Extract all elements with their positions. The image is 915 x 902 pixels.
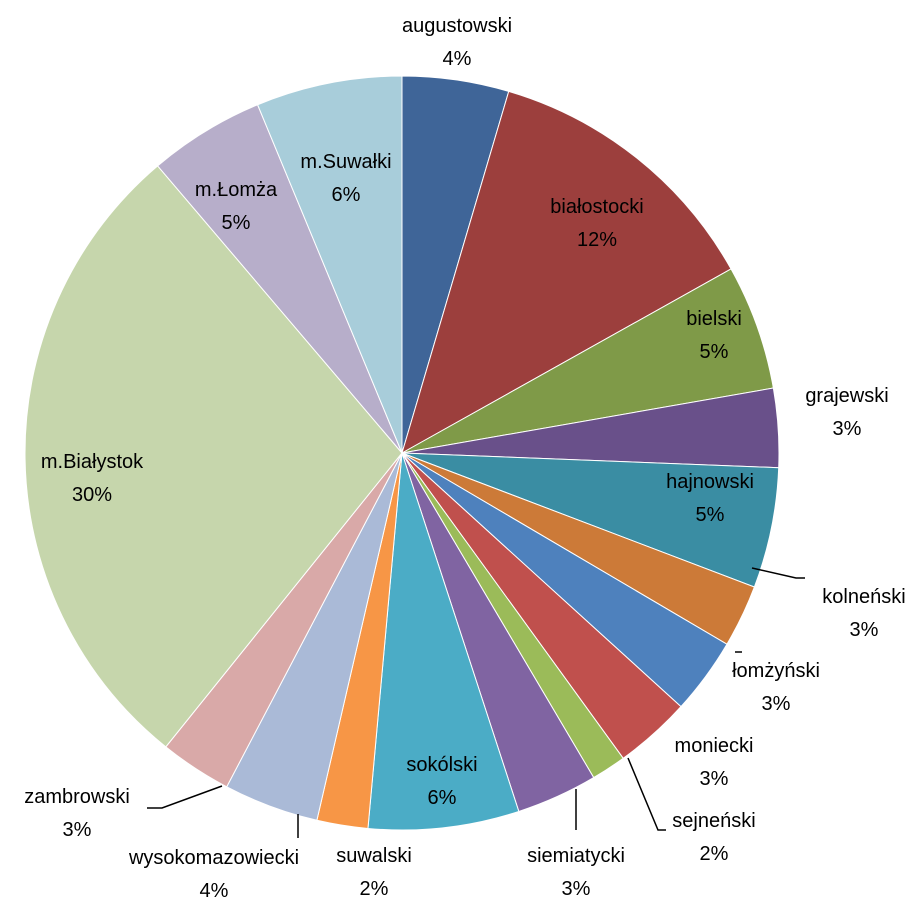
slice-name-label: augustowski xyxy=(402,15,512,37)
slice-label: suwalski 2% xyxy=(336,845,412,900)
slice-name-label: hajnowski xyxy=(666,471,754,493)
slice-percent-label: 3% xyxy=(833,418,862,440)
pie-slice-m.Białystok xyxy=(24,165,403,748)
slice-percent-label: 30% xyxy=(72,484,112,506)
leader-line xyxy=(751,567,805,579)
slice-label: kolneński 3% xyxy=(822,586,905,641)
slice-label: sokólski 6% xyxy=(406,754,477,809)
slice-label: augustowski 4% xyxy=(402,15,512,70)
slice-percent-label: 3% xyxy=(762,693,791,715)
slice-percent-label: 6% xyxy=(332,184,361,206)
pie-slice-sokólski xyxy=(367,452,520,831)
slice-label: łomżyński 3% xyxy=(732,660,820,715)
slice-label: wysokomazowiecki 4% xyxy=(128,847,299,902)
slice-percent-label: 12% xyxy=(577,229,617,251)
slice-label: m.Łomża 5% xyxy=(195,179,278,234)
slice-name-label: wysokomazowiecki xyxy=(128,847,299,869)
slice-name-label: m.Białystok xyxy=(41,451,144,473)
slice-label: hajnowski 5% xyxy=(666,471,754,526)
slice-name-label: siemiatycki xyxy=(527,845,625,867)
slice-name-label: bielski xyxy=(686,308,742,330)
slice-label: siemiatycki 3% xyxy=(527,845,625,900)
slice-percent-label: 3% xyxy=(63,819,92,841)
slice-name-label: grajewski xyxy=(805,385,888,407)
slice-percent-label: 6% xyxy=(428,787,457,809)
slice-label: białostocki 12% xyxy=(550,196,643,251)
slice-percent-label: 2% xyxy=(360,878,389,900)
slice-percent-label: 4% xyxy=(443,48,472,70)
leader-line xyxy=(627,757,666,831)
pie-slice-m.Suwałki xyxy=(256,75,403,454)
slice-name-label: m.Suwałki xyxy=(300,151,391,173)
slice-label: grajewski 3% xyxy=(805,385,888,440)
slice-name-label: sokólski xyxy=(406,754,477,776)
slice-label: bielski 5% xyxy=(686,308,742,363)
slice-name-label: sejneński xyxy=(672,810,755,832)
slice-label: moniecki 3% xyxy=(675,735,754,790)
slice-name-label: m.Łomża xyxy=(195,179,278,201)
leader-line xyxy=(147,785,223,809)
slice-name-label: suwalski xyxy=(336,845,412,867)
slice-percent-label: 3% xyxy=(850,619,879,641)
slice-label: sejneński 2% xyxy=(672,810,755,865)
slice-percent-label: 2% xyxy=(700,843,729,865)
slice-percent-label: 4% xyxy=(200,880,229,902)
slice-name-label: łomżyński xyxy=(732,660,820,682)
slice-percent-label: 5% xyxy=(222,212,251,234)
slice-name-label: białostocki xyxy=(550,196,643,218)
slice-name-label: zambrowski xyxy=(24,786,130,808)
slice-label: m.Białystok 30% xyxy=(41,451,144,506)
slice-percent-label: 3% xyxy=(562,878,591,900)
slice-percent-label: 3% xyxy=(700,768,729,790)
slice-percent-label: 5% xyxy=(696,504,725,526)
slice-name-label: moniecki xyxy=(675,735,754,757)
slice-name-label: kolneński xyxy=(822,586,905,608)
slice-label: zambrowski 3% xyxy=(24,786,130,841)
slice-label: m.Suwałki 6% xyxy=(300,151,391,206)
slice-percent-label: 5% xyxy=(700,341,729,363)
pie-slice-białostocki xyxy=(401,90,732,455)
